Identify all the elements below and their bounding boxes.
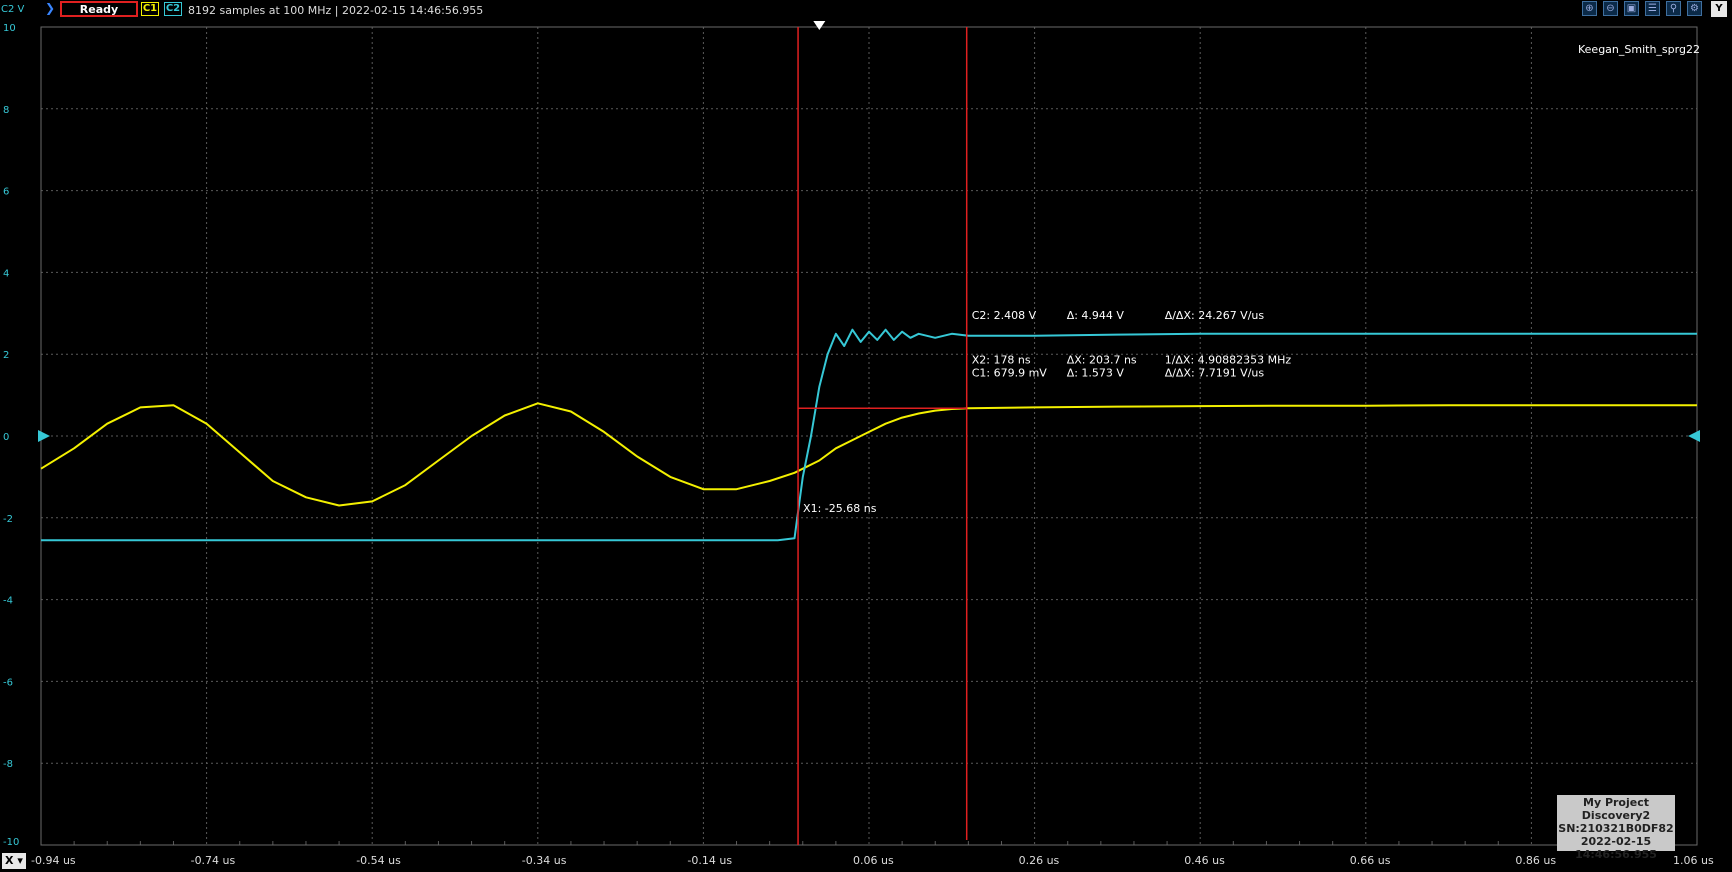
channel-c1-badge[interactable]: C1 — [141, 2, 159, 16]
x-axis-button-label: X — [5, 854, 14, 867]
watermark-label: Keegan_Smith_sprg22 — [1578, 43, 1700, 56]
trace-c2 — [41, 328, 1697, 542]
measure-c1-value: C1: 679.9 mV — [972, 367, 1048, 380]
gear-icon[interactable]: ⚙ — [1687, 1, 1702, 16]
x-tick-label: -0.94 us — [31, 854, 76, 867]
samples-info: 8192 samples at 100 MHz | 2022-02-15 14:… — [188, 4, 484, 17]
x-tick-label: 0.46 us — [1184, 854, 1225, 867]
device-info-serial: SN:210321B0DF82 — [1558, 822, 1674, 835]
measure-c2-delta: Δ: 4.944 V — [1067, 309, 1125, 322]
y-tick-label: -8 — [3, 759, 13, 770]
x-tick-label: -0.34 us — [522, 854, 567, 867]
status-ready-button[interactable]: Ready — [60, 1, 138, 17]
y-tick-label: 4 — [3, 268, 9, 279]
measure-c2-rate: Δ/ΔX: 24.267 V/us — [1165, 309, 1265, 322]
trigger-marker-icon — [813, 21, 826, 30]
offset-marker-left-icon — [38, 430, 50, 442]
run-arrow-icon[interactable]: ❯ — [45, 1, 56, 15]
x-tick-label: -0.14 us — [687, 854, 732, 867]
measure-x-delta: ΔX: 203.7 ns — [1067, 354, 1137, 367]
channel-c2-badge[interactable]: C2 — [164, 2, 182, 16]
measure-x1-value: X1: -25.68 ns — [803, 502, 877, 515]
fit-icon[interactable]: ▣ — [1624, 1, 1639, 16]
x-tick-label: 0.26 us — [1019, 854, 1060, 867]
x-tick-label: 0.06 us — [853, 854, 894, 867]
y-tick-label: 6 — [3, 187, 9, 198]
zoom-out-icon[interactable]: ⊖ — [1603, 1, 1618, 16]
measure-c1-delta: Δ: 1.573 V — [1067, 367, 1125, 380]
x-tick-label: 0.86 us — [1515, 854, 1556, 867]
y-tick-label: -2 — [3, 514, 13, 525]
y-tick-label: 8 — [3, 105, 9, 116]
device-info-box: My Project Discovery2 SN:210321B0DF82 20… — [1557, 795, 1675, 861]
offset-marker-right-icon — [1688, 430, 1700, 442]
zoom-in-icon[interactable]: ⊕ — [1582, 1, 1597, 16]
measure-x2-value: X2: 178 ns — [972, 354, 1031, 367]
y-tick-label: 0 — [3, 432, 9, 443]
trace-c1 — [40, 402, 1697, 507]
x-tick-label: 1.06 us — [1673, 854, 1714, 867]
device-info-device: Discovery2 — [1581, 809, 1651, 822]
x-tick-label: -0.74 us — [191, 854, 236, 867]
y-axis-button[interactable]: Y — [1711, 1, 1727, 17]
y-tick-label: -6 — [3, 677, 13, 688]
y-tick-label: 10 — [3, 23, 16, 34]
x-tick-label: -0.54 us — [356, 854, 401, 867]
y-tick-label: 2 — [3, 350, 9, 361]
device-info-project: My Project — [1583, 796, 1649, 809]
measure-c1-rate: Δ/ΔX: 7.7191 V/us — [1165, 367, 1265, 380]
y-tick-label: -4 — [3, 596, 13, 607]
x-axis-button[interactable]: X ▾ — [2, 853, 26, 869]
x-tick-label: 0.66 us — [1350, 854, 1391, 867]
measure-x-inverse: 1/ΔX: 4.90882353 MHz — [1165, 354, 1292, 367]
y-tick-label: -10 — [3, 837, 19, 848]
search-icon[interactable]: ⚲ — [1666, 1, 1681, 16]
top-toolbar: C2 V ❯ Ready C1 C2 8192 samples at 100 M… — [0, 0, 1732, 20]
measure-c2-value: C2: 2.408 V — [972, 309, 1037, 322]
list-icon[interactable]: ☰ — [1645, 1, 1660, 16]
axis-unit-label: C2 V — [1, 4, 25, 15]
device-info-timestamp: 2022-02-15 14:46:56.955 — [1575, 835, 1657, 861]
